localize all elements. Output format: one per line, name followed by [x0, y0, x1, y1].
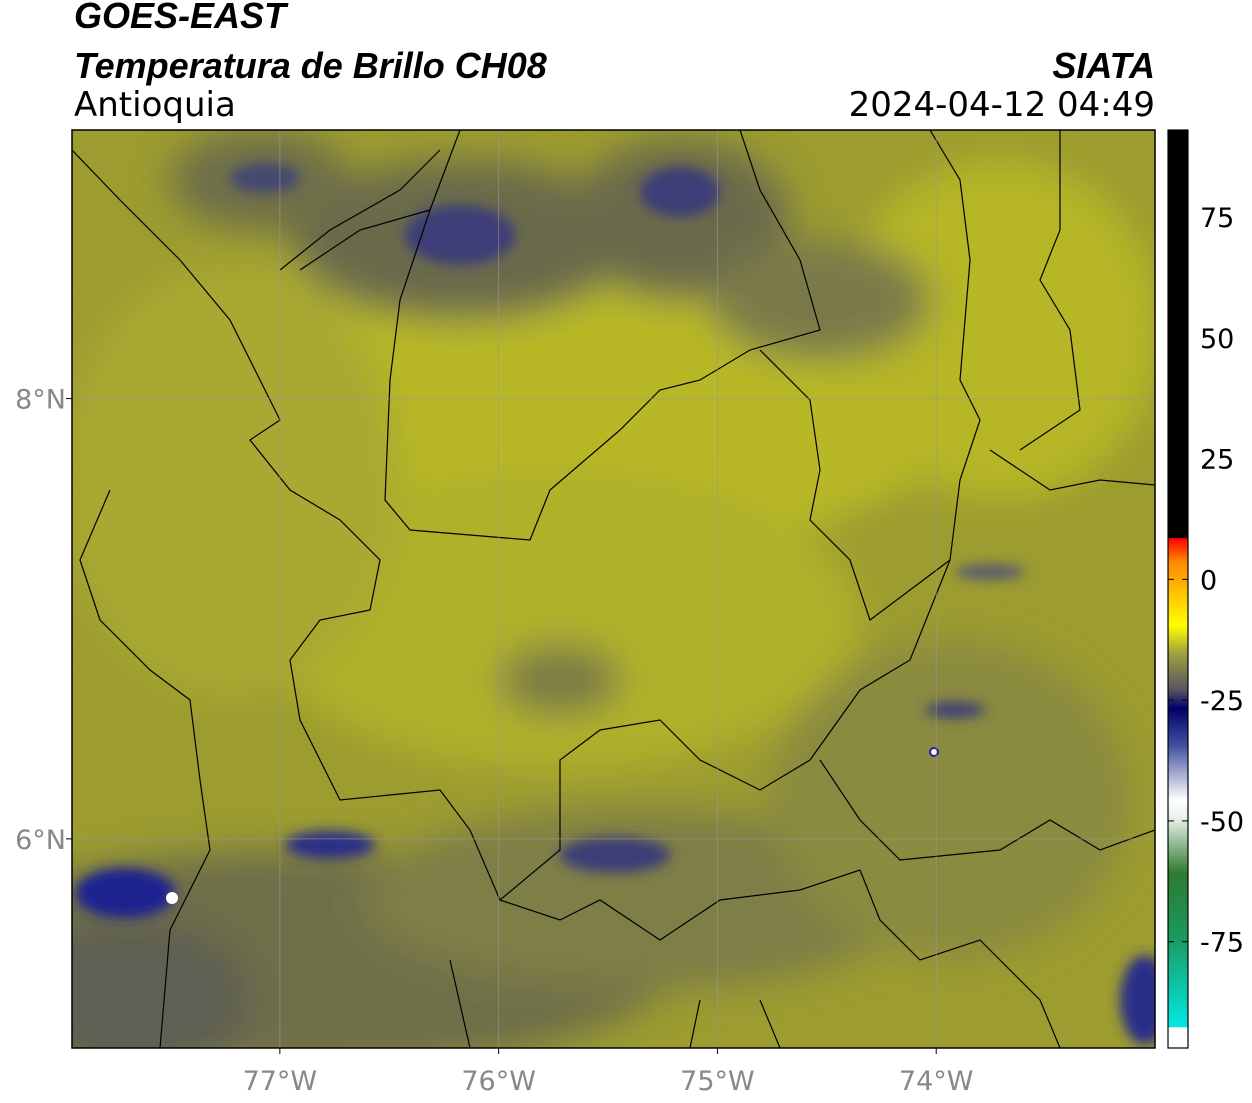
- product-title: Temperatura de Brillo CH08: [74, 45, 547, 86]
- colorbar-label: -50: [1200, 807, 1244, 838]
- satellite-image: [72, 130, 1155, 1048]
- boundaries: [72, 130, 1155, 1048]
- y-tick-label: 6°N: [15, 825, 66, 856]
- colorbar-label: -25: [1200, 686, 1244, 717]
- x-tick-label: 76°W: [461, 1066, 536, 1097]
- colorbar-label: 75: [1200, 203, 1234, 234]
- satellite-title: GOES-EAST: [74, 0, 289, 36]
- datetime-label: 2024-04-12 04:49: [849, 85, 1155, 125]
- x-tick-label: 75°W: [680, 1066, 755, 1097]
- x-tick-label: 77°W: [243, 1066, 318, 1097]
- colorbar-label: 25: [1200, 445, 1234, 476]
- region-label: Antioquia: [74, 85, 236, 125]
- colorbar-label: 50: [1200, 324, 1234, 355]
- x-tick-label: 74°W: [899, 1066, 974, 1097]
- source-label: SIATA: [1052, 45, 1155, 86]
- colorbar-label: -75: [1200, 928, 1244, 959]
- map-frame: [71, 129, 1156, 1049]
- y-tick-label: 8°N: [15, 385, 66, 416]
- colorbar-label: 0: [1200, 565, 1217, 596]
- graticule: [72, 130, 1155, 1048]
- colorbar: [1167, 129, 1189, 1049]
